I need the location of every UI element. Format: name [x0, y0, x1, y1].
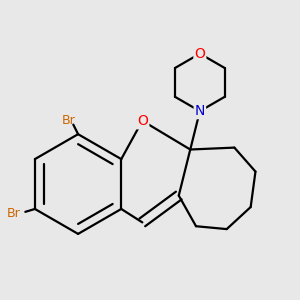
Text: Br: Br: [61, 114, 75, 127]
Text: O: O: [137, 114, 148, 128]
Text: N: N: [195, 104, 205, 118]
Text: O: O: [194, 46, 205, 61]
Text: Br: Br: [7, 207, 21, 220]
